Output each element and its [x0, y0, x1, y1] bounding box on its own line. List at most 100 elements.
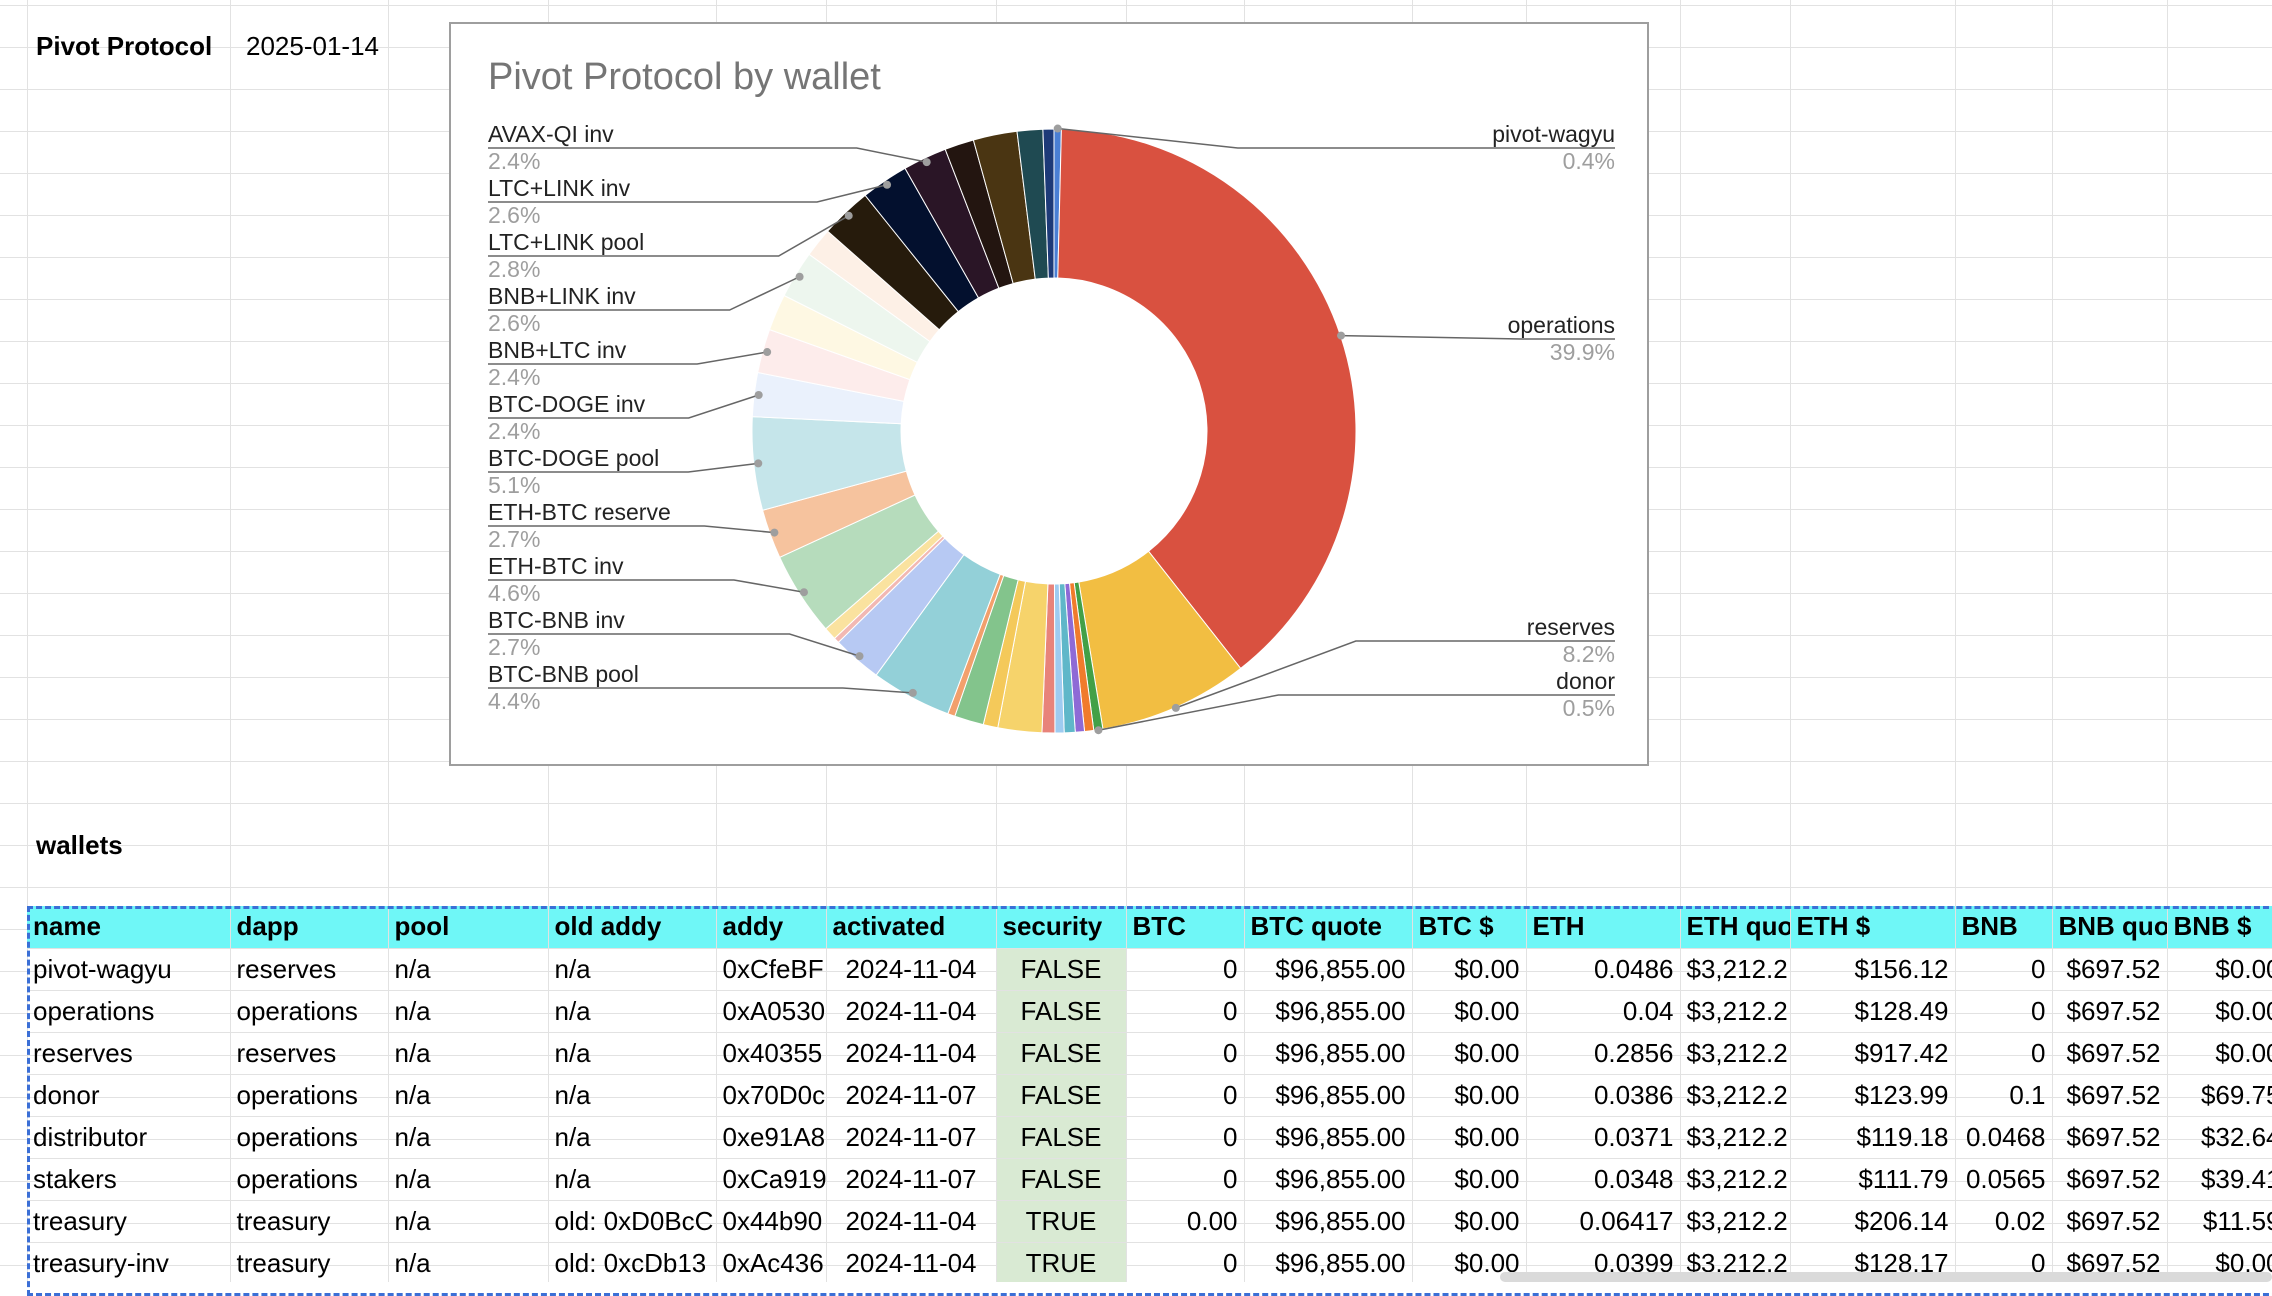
table-cell[interactable]: operations	[230, 990, 389, 1033]
table-cell[interactable]: reserves	[27, 1032, 231, 1075]
table-cell[interactable]: 0.0486	[1526, 948, 1681, 991]
table-cell[interactable]: n/a	[388, 1032, 549, 1075]
table-cell[interactable]: reserves	[230, 948, 389, 991]
table-cell[interactable]: old: 0xD0BcC	[548, 1200, 717, 1243]
table-cell[interactable]: 0.1	[1955, 1074, 2053, 1117]
table-cell[interactable]: treasury	[230, 1200, 389, 1243]
column-header[interactable]: BNB quo	[2052, 906, 2168, 949]
table-cell[interactable]: 2024-11-07	[826, 1074, 997, 1117]
table-cell[interactable]: 0xA0530	[716, 990, 827, 1033]
table-cell[interactable]: $96,855.00	[1244, 1200, 1413, 1243]
table-cell[interactable]: operations	[230, 1074, 389, 1117]
table-cell[interactable]: $697.52	[2052, 1116, 2168, 1159]
table-cell[interactable]: 0x40355	[716, 1032, 827, 1075]
table-cell[interactable]: $0.00	[1412, 1032, 1527, 1075]
table-cell[interactable]: 2024-11-04	[826, 1242, 997, 1282]
table-cell[interactable]: $697.52	[2052, 1032, 2168, 1075]
table-cell[interactable]: 0.0565	[1955, 1158, 2053, 1201]
table-cell[interactable]: FALSE	[996, 990, 1127, 1033]
column-header[interactable]: activated	[826, 906, 997, 949]
table-cell[interactable]: 0.02	[1955, 1200, 2053, 1243]
pie-chart[interactable]: Pivot Protocol by wallet AVAX-QI inv 2.4%…	[449, 22, 1649, 766]
table-cell[interactable]: n/a	[548, 990, 717, 1033]
table-cell[interactable]: 0xAc436	[716, 1242, 827, 1282]
table-cell[interactable]: FALSE	[996, 948, 1127, 991]
column-header[interactable]: BNB $	[2167, 906, 2272, 949]
table-cell[interactable]: $123.99	[1790, 1074, 1956, 1117]
sheet-title[interactable]: Pivot Protocol	[36, 31, 213, 61]
table-cell[interactable]: 0.00	[1126, 1200, 1245, 1243]
table-cell[interactable]: 0x44b90	[716, 1200, 827, 1243]
table-cell[interactable]: n/a	[548, 948, 717, 991]
table-cell[interactable]: TRUE	[996, 1200, 1127, 1243]
table-cell[interactable]: 0.2856	[1526, 1032, 1681, 1075]
table-cell[interactable]: $96,855.00	[1244, 1158, 1413, 1201]
table-cell[interactable]: $111.79	[1790, 1158, 1956, 1201]
table-cell[interactable]: $69.75	[2167, 1074, 2272, 1117]
table-cell[interactable]: $3,212.2	[1680, 990, 1791, 1033]
table-cell[interactable]: 0	[1955, 948, 2053, 991]
table-cell[interactable]: $0.00	[2167, 948, 2272, 991]
table-cell[interactable]: n/a	[388, 1242, 549, 1282]
table-cell[interactable]: $3,212.2	[1680, 1074, 1791, 1117]
table-cell[interactable]: $156.12	[1790, 948, 1956, 991]
table-cell[interactable]: treasury	[27, 1200, 231, 1243]
table-cell[interactable]: n/a	[388, 1200, 549, 1243]
table-cell[interactable]: 0	[1126, 1116, 1245, 1159]
table-cell[interactable]: stakers	[27, 1158, 231, 1201]
table-cell[interactable]: n/a	[548, 1158, 717, 1201]
table-cell[interactable]: $3,212.2	[1680, 948, 1791, 991]
table-cell[interactable]: 0	[1126, 1242, 1245, 1282]
table-cell[interactable]: n/a	[548, 1116, 717, 1159]
table-cell[interactable]: $96,855.00	[1244, 1116, 1413, 1159]
table-cell[interactable]: old: 0xcDb13	[548, 1242, 717, 1282]
table-cell[interactable]: $32.64	[2167, 1116, 2272, 1159]
pie-slice[interactable]	[1042, 128, 1055, 279]
table-cell[interactable]: n/a	[388, 1158, 549, 1201]
horizontal-scrollbar[interactable]	[1500, 1272, 2272, 1282]
pie-slice[interactable]	[1057, 128, 1357, 670]
table-cell[interactable]: $0.00	[2167, 1032, 2272, 1075]
table-cell[interactable]: $697.52	[2052, 1158, 2168, 1201]
table-cell[interactable]: $0.00	[1412, 1200, 1527, 1243]
table-cell[interactable]: 2024-11-04	[826, 990, 997, 1033]
table-cell[interactable]: $697.52	[2052, 1074, 2168, 1117]
table-cell[interactable]: 2024-11-07	[826, 1158, 997, 1201]
table-cell[interactable]: TRUE	[996, 1242, 1127, 1282]
table-cell[interactable]: 0.04	[1526, 990, 1681, 1033]
table-cell[interactable]: $917.42	[1790, 1032, 1956, 1075]
table-cell[interactable]: $0.00	[1412, 948, 1527, 991]
column-header[interactable]: BNB	[1955, 906, 2053, 949]
table-cell[interactable]: treasury	[230, 1242, 389, 1282]
table-cell[interactable]: $96,855.00	[1244, 1074, 1413, 1117]
table-cell[interactable]: $128.49	[1790, 990, 1956, 1033]
column-header[interactable]: dapp	[230, 906, 389, 949]
table-cell[interactable]: reserves	[230, 1032, 389, 1075]
table-cell[interactable]: pivot-wagyu	[27, 948, 231, 991]
table-cell[interactable]: n/a	[548, 1032, 717, 1075]
column-header[interactable]: security	[996, 906, 1127, 949]
table-cell[interactable]: 0	[1126, 1158, 1245, 1201]
column-header[interactable]: pool	[388, 906, 549, 949]
table-cell[interactable]: 0.0386	[1526, 1074, 1681, 1117]
table-cell[interactable]: n/a	[388, 990, 549, 1033]
wallets-label[interactable]: wallets	[36, 830, 123, 860]
table-cell[interactable]: 0xCa919	[716, 1158, 827, 1201]
table-cell[interactable]: 0	[1126, 990, 1245, 1033]
table-cell[interactable]: FALSE	[996, 1116, 1127, 1159]
column-header[interactable]: ETH $	[1790, 906, 1956, 949]
table-cell[interactable]: 0	[1126, 1032, 1245, 1075]
table-cell[interactable]: n/a	[388, 1074, 549, 1117]
table-cell[interactable]: FALSE	[996, 1158, 1127, 1201]
column-header[interactable]: name	[27, 906, 231, 949]
column-header[interactable]: addy	[716, 906, 827, 949]
table-cell[interactable]: $3,212.2	[1680, 1158, 1791, 1201]
table-cell[interactable]: donor	[27, 1074, 231, 1117]
table-cell[interactable]: 0	[1955, 990, 2053, 1033]
table-cell[interactable]: n/a	[548, 1074, 717, 1117]
table-cell[interactable]: $3,212.2	[1680, 1032, 1791, 1075]
table-cell[interactable]: $96,855.00	[1244, 948, 1413, 991]
column-header[interactable]: ETH quo	[1680, 906, 1791, 949]
table-cell[interactable]: $0.00	[1412, 1158, 1527, 1201]
table-cell[interactable]: $697.52	[2052, 1200, 2168, 1243]
